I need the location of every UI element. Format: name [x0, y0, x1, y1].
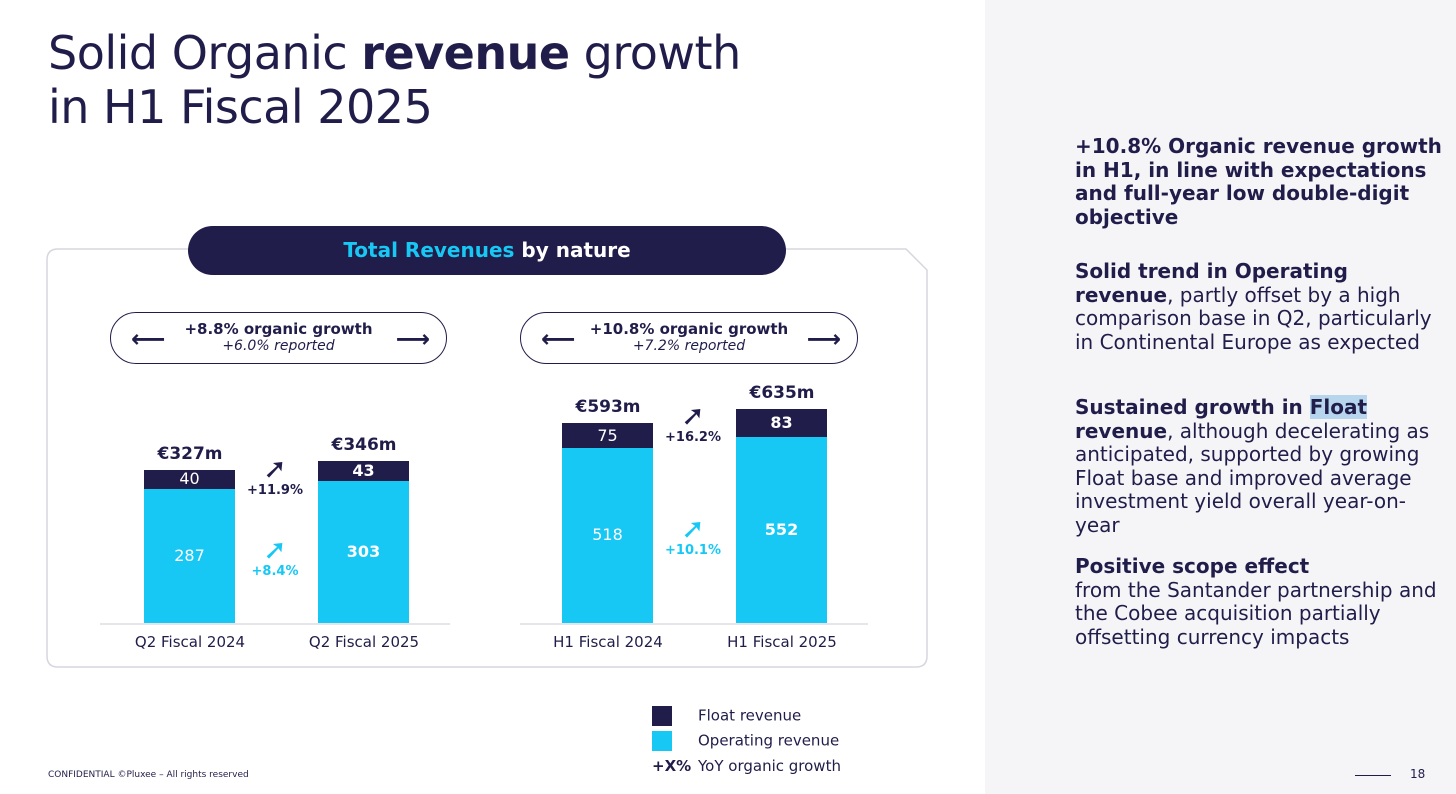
panel-title-cyan: Total Revenues — [343, 238, 515, 262]
page-title: Solid Organic revenue growth in H1 Fiscal… — [48, 26, 741, 134]
legend-swatch — [652, 731, 672, 751]
legend-symbol: +X% — [652, 757, 692, 775]
summary-panel: +10.8% Organic revenue growth in H1, in … — [985, 0, 1456, 794]
operating-segment: 518 — [562, 448, 653, 623]
summary-scope: Positive scope effect from the Santander … — [1075, 554, 1445, 649]
confidential-footer: CONFIDENTIAL ©Pluxee – All rights reserv… — [48, 770, 249, 780]
category-label: H1 Fiscal 2024 — [553, 633, 663, 651]
legend-swatch — [652, 706, 672, 726]
stacked-bar: 43 303 — [318, 461, 409, 623]
float-segment: 75 — [562, 423, 653, 449]
category-label: H1 Fiscal 2025 — [727, 633, 837, 651]
summary-headline: +10.8% Organic revenue growth in H1, in … — [1075, 134, 1445, 229]
arrow-up-right-icon: ➚ — [681, 512, 705, 545]
float-growth-q2: ➚ +11.9% — [240, 452, 310, 499]
title-text: Solid Organic — [48, 26, 362, 80]
title-text: growth — [569, 26, 742, 80]
operating-growth-h1: ➚ +10.1% — [658, 512, 728, 559]
arrow-up-right-icon: ➚ — [263, 452, 287, 485]
arrow-right-icon: ⟶ — [806, 325, 841, 353]
headline-text: +10.8% Organic revenue growth in H1, in … — [1075, 134, 1442, 229]
float-segment: 83 — [736, 408, 827, 437]
arrow-left-icon: ⟵ — [541, 325, 576, 353]
legend-label: Operating revenue — [698, 731, 840, 750]
stacked-bar: 75 518 — [562, 423, 653, 623]
operating-segment: 287 — [144, 488, 235, 623]
organic-growth: +10.8% organic growth — [589, 320, 789, 338]
highlighted-text: Float — [1309, 395, 1368, 419]
category-label: Q2 Fiscal 2024 — [134, 633, 246, 651]
panel-border — [46, 248, 928, 668]
summary-float: Sustained growth in Float revenue, altho… — [1075, 395, 1445, 537]
arrow-up-right-icon: ➚ — [681, 399, 705, 432]
page-number: 18 — [1410, 767, 1426, 781]
bold-text: Positive scope effect — [1075, 554, 1310, 578]
stacked-bar: 40 287 — [144, 469, 235, 623]
growth-value: +8.4% — [251, 564, 299, 579]
baseline — [520, 623, 868, 625]
growth-value: +10.1% — [665, 543, 721, 558]
float-segment: 43 — [318, 461, 409, 482]
legend-growth: +X% YoY organic growth — [652, 757, 841, 775]
operating-growth-q2: ➚ +8.4% — [240, 533, 310, 580]
growth-pill-q2: ⟵ +8.8% organic growth +6.0% reported ⟶ — [110, 312, 447, 364]
total-label: €346m — [331, 435, 397, 456]
operating-segment: 552 — [736, 436, 827, 623]
body-text: , although decelerating as anticipated, … — [1075, 418, 1430, 537]
bold-text: Sustained growth in — [1075, 395, 1310, 419]
summary-operating: Solid trend in Operating revenue, partly… — [1075, 259, 1445, 354]
bold-text: Solid trend in Operating revenue — [1075, 259, 1348, 307]
body-text: , partly offset by a high comparison bas… — [1075, 282, 1432, 354]
operating-segment: 303 — [318, 481, 409, 623]
arrow-right-icon: ⟶ — [395, 325, 430, 353]
body-text: from the Santander partnership and the C… — [1075, 577, 1437, 649]
divider — [1355, 775, 1391, 776]
total-label: €593m — [575, 397, 641, 417]
organic-growth: +8.8% organic growth — [184, 320, 373, 338]
arrow-up-right-icon: ➚ — [263, 533, 287, 566]
title-bold: revenue — [361, 26, 570, 80]
growth-value: +11.9% — [247, 483, 303, 498]
panel-title-rest: by nature — [514, 238, 631, 262]
float-growth-h1: ➚ +16.2% — [658, 399, 728, 446]
growth-pill-h1: ⟵ +10.8% organic growth +7.2% reported ⟶ — [520, 312, 858, 364]
chart-panel — [46, 248, 928, 668]
reported-growth: +6.0% reported — [222, 338, 335, 354]
reported-growth: +7.2% reported — [632, 338, 746, 354]
legend-float: Float revenue — [652, 706, 801, 726]
total-label: €327m — [157, 444, 223, 464]
bold-text: revenue — [1075, 418, 1168, 443]
float-segment: 40 — [144, 469, 235, 489]
growth-value: +16.2% — [665, 430, 721, 445]
arrow-left-icon: ⟵ — [131, 325, 166, 353]
total-label: €635m — [749, 382, 815, 403]
title-text: in H1 Fiscal 2025 — [48, 80, 433, 134]
baseline — [100, 623, 450, 625]
category-label: Q2 Fiscal 2025 — [308, 633, 420, 651]
legend-operating: Operating revenue — [652, 731, 839, 751]
legend-label: Float revenue — [698, 706, 802, 725]
stacked-bar: 83 552 — [736, 408, 827, 623]
panel-title: Total Revenues by nature — [188, 226, 786, 275]
legend-label: YoY organic growth — [698, 757, 841, 775]
